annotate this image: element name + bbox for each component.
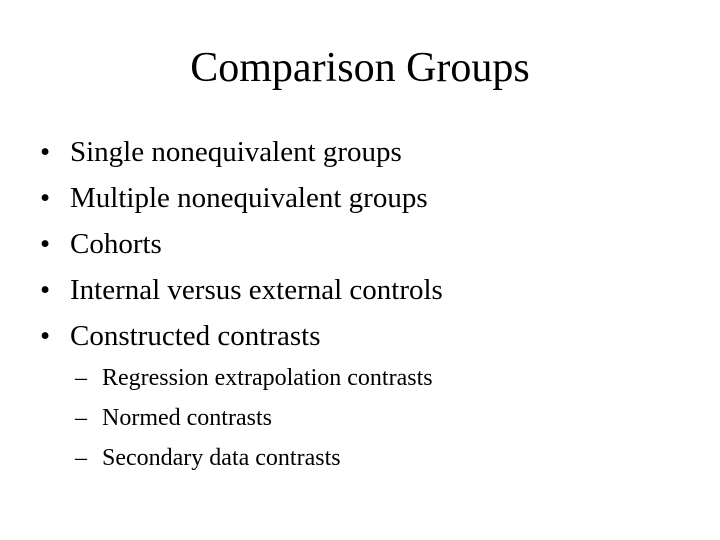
bullet-item: • Cohorts [0, 222, 720, 268]
bullet-marker: • [40, 136, 51, 168]
subbullet-item: – Secondary data contrasts [0, 440, 720, 480]
subbullet-group: – Regression extrapolation contrasts – N… [0, 360, 720, 480]
subbullet-text: Secondary data contrasts [102, 445, 341, 471]
bullet-text: Constructed contrasts [70, 320, 321, 352]
subbullet-marker: – [75, 405, 87, 431]
subbullet-marker: – [75, 445, 87, 471]
subbullet-marker: – [75, 365, 87, 391]
bullet-marker: • [40, 274, 51, 306]
bullet-marker: • [40, 228, 51, 260]
bullet-marker: • [40, 320, 51, 352]
bullet-list: • Single nonequivalent groups • Multiple… [0, 130, 720, 480]
subbullet-list: – Regression extrapolation contrasts – N… [0, 360, 720, 480]
bullet-item: • Multiple nonequivalent groups [0, 176, 720, 222]
bullet-item: • Internal versus external controls [0, 268, 720, 314]
subbullet-text: Regression extrapolation contrasts [102, 365, 433, 391]
bullet-item: • Single nonequivalent groups [0, 130, 720, 176]
bullet-text: Multiple nonequivalent groups [70, 182, 428, 214]
subbullet-item: – Regression extrapolation contrasts [0, 360, 720, 400]
bullet-text: Single nonequivalent groups [70, 136, 402, 168]
subbullet-item: – Normed contrasts [0, 400, 720, 440]
bullet-text: Cohorts [70, 228, 162, 260]
bullet-item: • Constructed contrasts [0, 314, 720, 360]
bullet-marker: • [40, 182, 51, 214]
subbullet-text: Normed contrasts [102, 405, 272, 431]
slide-title: Comparison Groups [190, 45, 530, 91]
bullet-text: Internal versus external controls [70, 274, 443, 306]
